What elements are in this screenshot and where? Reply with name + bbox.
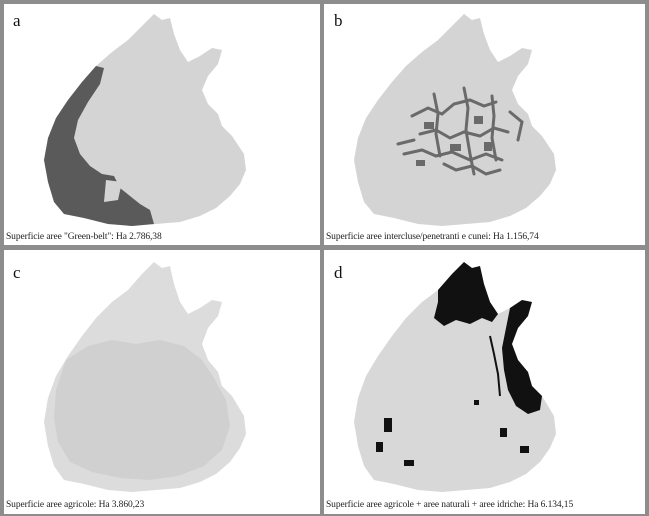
panel-a: a Superficie aree "Green-belt": Ha 2.786… xyxy=(4,4,320,245)
map-municipality-c xyxy=(44,262,246,492)
panel-d: d Superficie aree agricole + aree natura… xyxy=(324,250,645,514)
river-channel xyxy=(489,335,501,397)
agricultural-areas xyxy=(54,340,230,480)
municipality-outline xyxy=(354,14,556,226)
panel-letter: b xyxy=(334,11,343,30)
panel-letter: a xyxy=(13,11,21,30)
water-bodies xyxy=(376,400,529,466)
panel-caption: Superficie aree intercluse/penetranti e … xyxy=(326,232,539,242)
natural-areas-north xyxy=(434,262,498,326)
panel-c: c Superficie aree agricole: Ha 3.860,23 xyxy=(4,250,320,514)
panel-caption: Superficie aree "Green-belt": Ha 2.786,3… xyxy=(6,232,162,242)
panel-caption: Superficie aree agricole + aree naturali… xyxy=(326,500,574,510)
green-belt-notch xyxy=(126,174,142,194)
natural-areas-east xyxy=(502,300,542,414)
map-municipality-d xyxy=(354,262,556,492)
panel-letter: c xyxy=(13,263,21,282)
interclosed-patches xyxy=(416,116,492,166)
panel-caption: Superficie aree agricole: Ha 3.860,23 xyxy=(6,500,145,510)
green-belt-notch xyxy=(104,180,122,202)
panel-letter: d xyxy=(334,263,343,282)
green-belt-area xyxy=(44,66,154,226)
map-municipality-b xyxy=(354,14,556,226)
panel-b: b Superficie aree intercl xyxy=(324,4,645,245)
interclosed-areas xyxy=(396,86,524,176)
map-municipality-a xyxy=(44,14,246,226)
